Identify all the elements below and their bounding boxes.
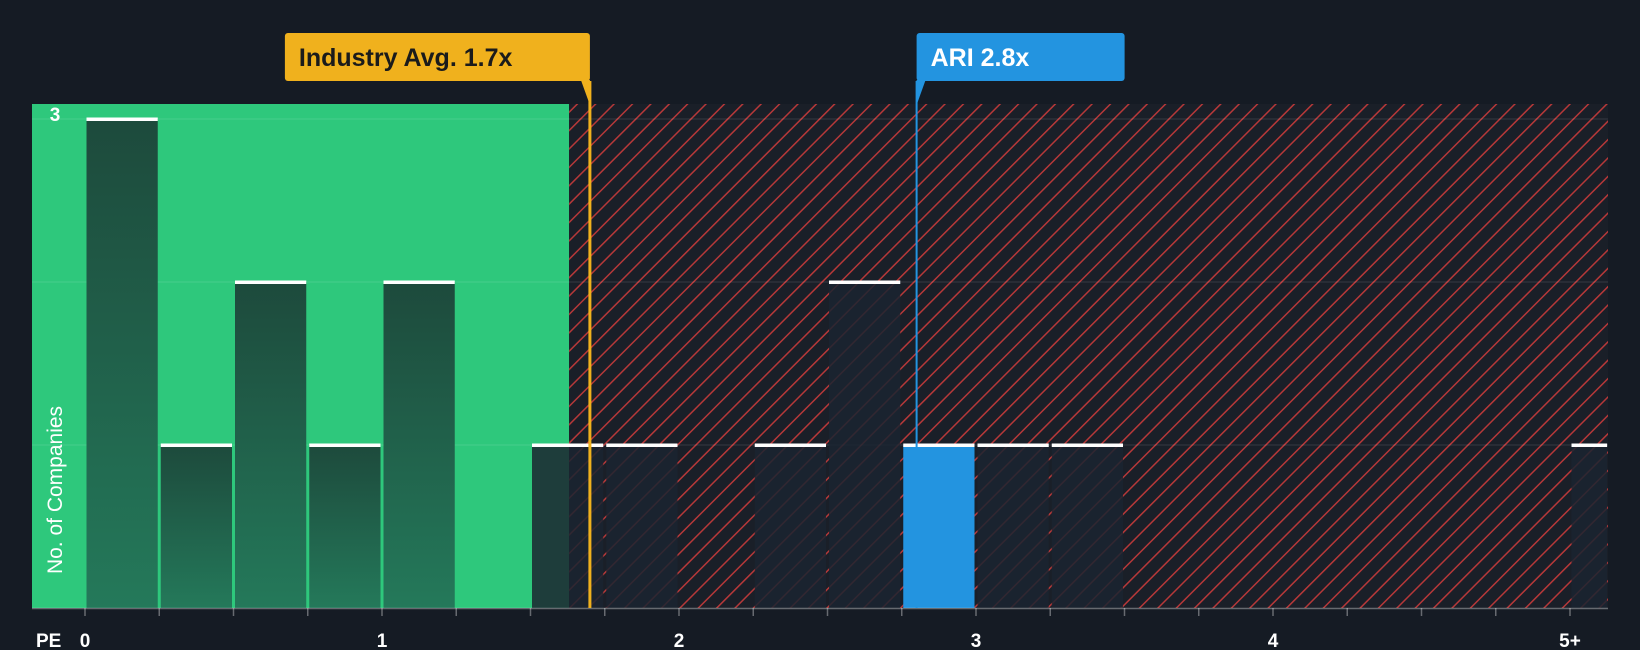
industry-avg-callout-label: Industry Avg. 1.7x <box>299 44 513 72</box>
x-axis-label: PE <box>36 631 61 650</box>
bar-2 <box>235 282 307 608</box>
ari-callout-pointer <box>916 80 926 105</box>
bar-6 <box>606 445 678 608</box>
industry-avg-callout-pointer <box>580 80 590 105</box>
bar-12 <box>1571 445 1608 608</box>
bar-cap-8 <box>829 280 901 284</box>
bar-3 <box>309 445 381 608</box>
x-tick-label-1: 1 <box>377 631 388 650</box>
bar-highlight-ari <box>903 445 975 608</box>
ari-callout-box <box>916 33 1125 81</box>
bar-cap-1 <box>160 443 232 447</box>
bar-cap-11 <box>1051 443 1123 447</box>
bar-cap-6 <box>606 443 678 447</box>
bar-cap-10 <box>977 443 1049 447</box>
bar-cap-5 <box>532 443 604 447</box>
bar-cap-12 <box>1571 443 1608 447</box>
bar-1 <box>160 445 232 608</box>
bar-cap-3 <box>309 443 381 447</box>
bar-7 <box>754 445 826 608</box>
x-tick-label-4: 4 <box>1268 631 1279 650</box>
bar-cap-2 <box>235 280 307 284</box>
industry-avg-callout-box <box>284 33 590 81</box>
x-tick-label-0: 0 <box>80 631 91 650</box>
bar-11 <box>1051 445 1123 608</box>
ari-callout-label: ARI 2.8x <box>931 44 1030 72</box>
y-tick-label-0: 3 <box>50 105 61 126</box>
x-tick-label-2: 2 <box>674 631 685 650</box>
bar-10 <box>977 445 1049 608</box>
bar-cap-9 <box>903 443 975 447</box>
x-tick-label-5: 5+ <box>1559 631 1581 650</box>
bar-0 <box>86 119 158 608</box>
bar-cap-0 <box>86 117 158 121</box>
y-axis-label: No. of Companies <box>44 406 67 574</box>
bar-5 <box>532 445 604 608</box>
x-tick-label-3: 3 <box>971 631 982 650</box>
bar-8 <box>829 282 901 608</box>
bar-cap-7 <box>754 443 826 447</box>
bar-4 <box>383 282 455 608</box>
bar-cap-4 <box>383 280 455 284</box>
